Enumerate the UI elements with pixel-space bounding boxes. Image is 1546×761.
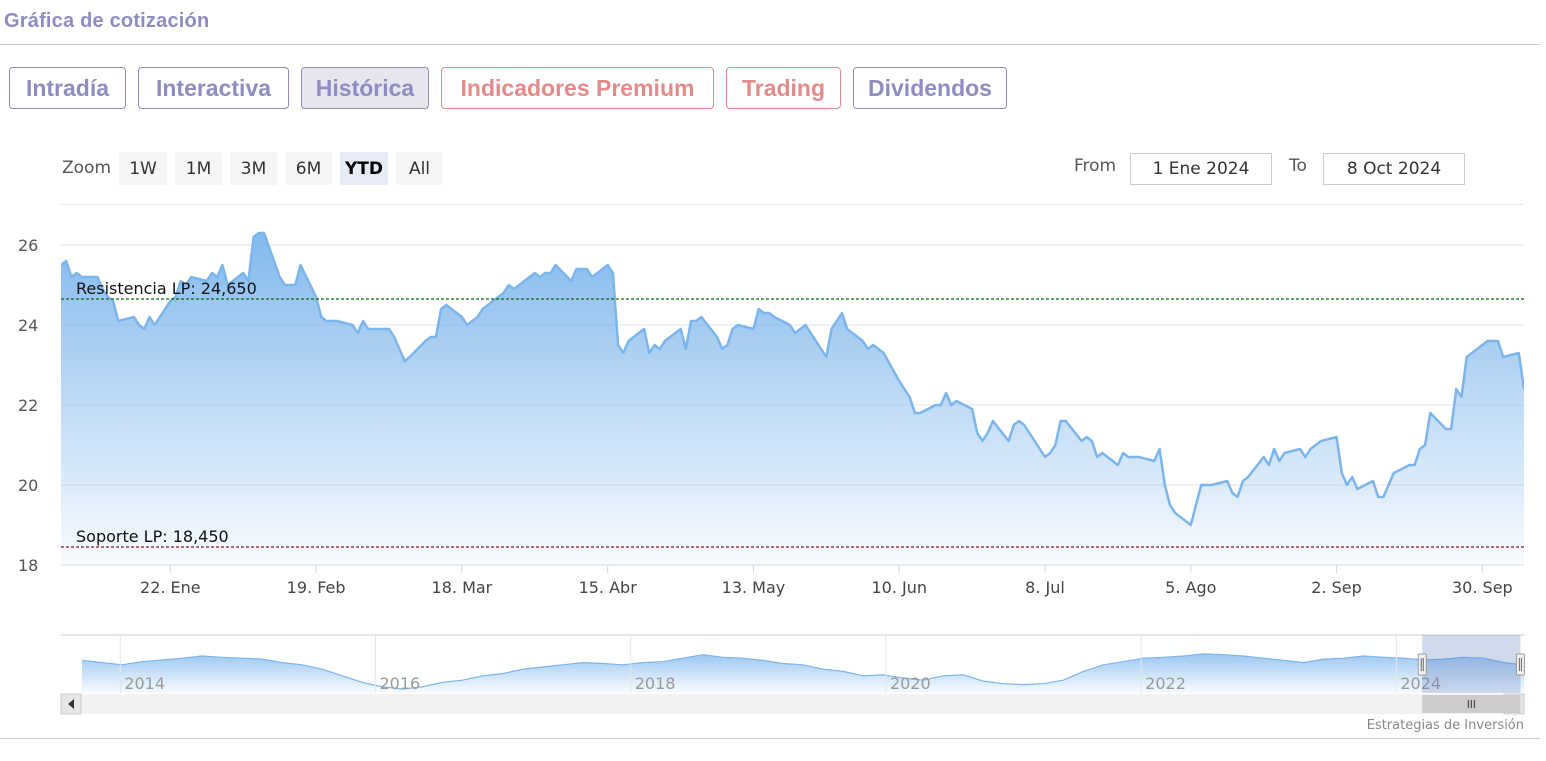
zoom-button-ytd[interactable]: YTD: [340, 152, 388, 185]
page-title: Gráfica de cotización: [4, 10, 210, 32]
tab-trading[interactable]: Trading: [726, 67, 841, 109]
x-tick-label: 13. May: [722, 578, 786, 597]
scrollbar-track[interactable]: [61, 694, 1524, 714]
plot-lines: Resistencia LP: 24,650 Soporte LP: 18,450: [61, 279, 1524, 548]
y-tick-label: 20: [18, 476, 38, 495]
range-from-input[interactable]: 1 Ene 2024: [1130, 153, 1272, 185]
bottom-divider: [0, 738, 1540, 739]
navigator-year-label: 2024: [1400, 674, 1441, 693]
navigator-year-label: 2020: [890, 674, 931, 693]
navigator[interactable]: 2014 2016 2018 2020 2022 2024: [61, 634, 1525, 693]
x-tick-label: 19. Feb: [287, 578, 346, 597]
series-area: [61, 233, 1524, 565]
zoom-button-1m[interactable]: 1M: [175, 152, 222, 185]
y-tick-label: 22: [18, 396, 38, 415]
x-tick-label: 5. Ago: [1165, 578, 1216, 597]
tab-dividendos[interactable]: Dividendos: [853, 67, 1007, 109]
range-to-input[interactable]: 8 Oct 2024: [1323, 153, 1465, 185]
chart-credits[interactable]: Estrategias de Inversión: [1366, 718, 1524, 733]
zoom-button-1w[interactable]: 1W: [119, 152, 167, 185]
tab-interactiva[interactable]: Interactiva: [138, 67, 289, 109]
navigator-year-label: 2018: [635, 674, 676, 693]
x-tick-label: 30. Sep: [1452, 578, 1513, 597]
navigator-year-label: 2016: [380, 674, 421, 693]
zoom-button-all[interactable]: All: [396, 152, 443, 185]
range-to-label: To: [1289, 156, 1307, 176]
x-tick-label: 18. Mar: [432, 578, 493, 597]
navigator-selection[interactable]: [1422, 635, 1521, 693]
y-tick-label: 24: [18, 316, 38, 335]
support-label: Soporte LP: 18,450: [76, 527, 229, 546]
chevron-left-icon: [68, 699, 74, 709]
x-tick-label: 2. Sep: [1311, 578, 1362, 597]
zoom-button-6m[interactable]: 6M: [285, 152, 332, 185]
navigator-handle-right[interactable]: [1515, 653, 1525, 676]
tab-intradia[interactable]: Intradía: [9, 67, 126, 109]
x-axis-ticks: 22. Ene 19. Feb 18. Mar 15. Abr 13. May 10. J…: [140, 565, 1513, 597]
x-tick-label: 22. Ene: [140, 578, 201, 597]
toolbar-divider: [61, 204, 1524, 205]
zoom-label: Zoom: [62, 158, 112, 178]
y-tick-label: 18: [18, 556, 38, 575]
scrollbar[interactable]: [60, 693, 1525, 715]
resistance-label: Resistencia LP: 24,650: [76, 279, 257, 298]
series-group: [61, 231, 1524, 565]
x-tick-label: 15. Abr: [579, 578, 638, 597]
tab-historica[interactable]: Histórica: [301, 67, 429, 109]
navigator-area: [82, 653, 1524, 693]
range-from-label: From: [1074, 156, 1117, 176]
y-tick-label: 26: [18, 236, 38, 255]
series-line[interactable]: [61, 231, 1524, 527]
navigator-year-label: 2022: [1145, 674, 1186, 693]
y-axis-labels: 18 20 22 24 26: [18, 236, 38, 575]
zoom-button-3m[interactable]: 3M: [230, 152, 277, 185]
navigator-handle-left[interactable]: [1417, 653, 1427, 676]
navigator-year-label: 2014: [124, 674, 165, 693]
tab-indicadores-premium[interactable]: Indicadores Premium: [441, 67, 714, 109]
title-divider: [0, 44, 1540, 45]
navigator-line: [81, 653, 1525, 690]
x-tick-label: 10. Jun: [871, 578, 927, 597]
x-tick-label: 8. Jul: [1025, 578, 1065, 597]
